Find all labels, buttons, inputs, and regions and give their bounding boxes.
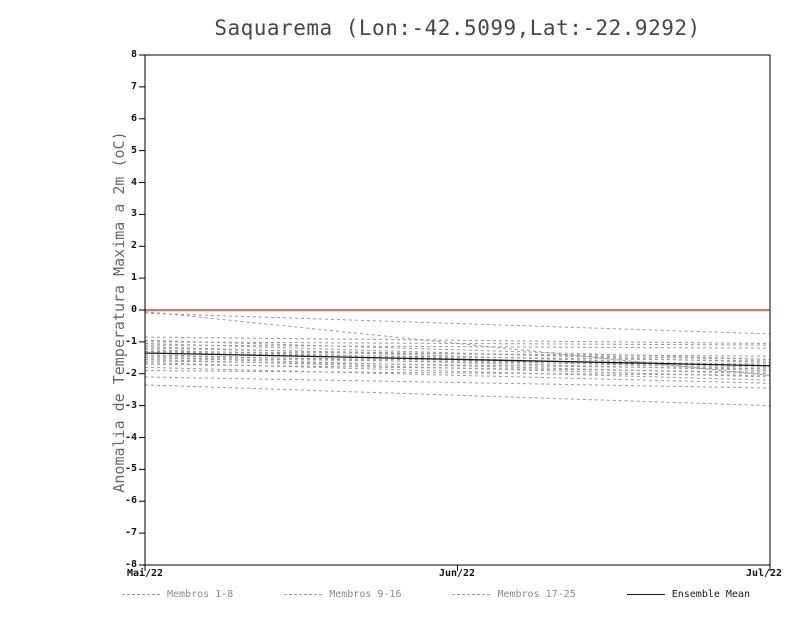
legend-label: Membros 9-16	[329, 588, 402, 600]
y-tick-label: 0	[130, 304, 137, 315]
dashed-line-swatch	[284, 593, 323, 595]
y-tick-label: 4	[130, 176, 137, 188]
y-tick-label: -5	[124, 463, 137, 475]
y-tick-label: -7	[124, 527, 137, 539]
legend-label: Ensemble Mean	[671, 588, 750, 600]
y-tick-label: -1	[124, 335, 137, 347]
y-tick-label: -2	[124, 367, 137, 379]
dashed-line-swatch	[452, 593, 491, 595]
legend-label: Membros 17-25	[497, 588, 576, 600]
y-tick-label: 1	[130, 272, 137, 284]
y-tick-label: 3	[130, 208, 137, 220]
y-tick-label: 7	[130, 80, 137, 92]
legend-item-ensemble-mean: Ensemble Mean	[626, 588, 750, 600]
y-tick-label: -4	[124, 431, 137, 443]
y-tick-label: -6	[124, 495, 137, 507]
chart-title: Saquarema (Lon:-42.5099,Lat:-22.9292)	[214, 16, 701, 40]
legend-item-membros-17-25: Membros 17-25	[452, 588, 576, 600]
legend-label: Membros 1-8	[167, 588, 234, 600]
x-tick-label-mai22: Mai/22	[126, 568, 164, 579]
legend: Membros 1-8 Membros 9-16 Membros 17-25 E…	[122, 586, 750, 602]
dashed-line-swatch	[122, 593, 160, 595]
y-tick-label: 5	[130, 144, 137, 156]
y-tick-label: -8	[124, 559, 137, 570]
x-tick-label-jun22: Jun/22	[438, 568, 476, 579]
legend-item-membros-1-8: Membros 1-8	[122, 589, 233, 600]
y-tick-label: 2	[130, 240, 137, 252]
solid-line-swatch	[626, 593, 665, 595]
y-tick-label: -3	[124, 399, 137, 411]
legend-item-membros-9-16: Membros 9-16	[284, 589, 401, 600]
y-tick-label: 6	[130, 112, 137, 124]
y-tick-label: 8	[130, 49, 137, 60]
x-tick-label-jul22: Jul/22	[745, 568, 783, 579]
